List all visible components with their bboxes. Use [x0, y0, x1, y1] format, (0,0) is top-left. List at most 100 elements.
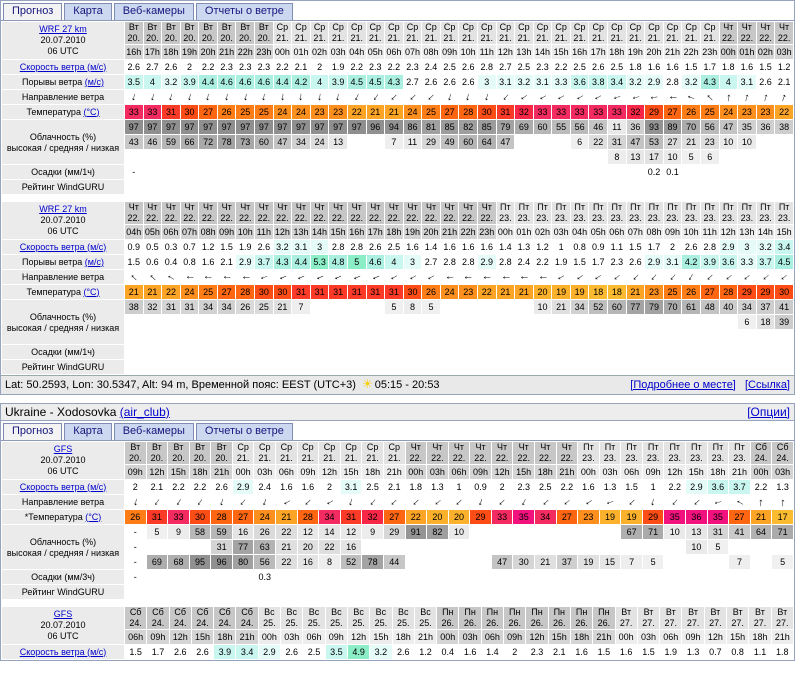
spot-club-link[interactable]: (air_club): [119, 405, 170, 419]
cloud-low-cell: [274, 330, 292, 344]
wind-arrow-icon: ↓: [164, 271, 178, 283]
hour-header-cell: 00h: [496, 225, 515, 239]
wind-speed-cell: 2.5: [387, 241, 401, 252]
tab-wind-reports[interactable]: Отчеты о ветре: [195, 3, 293, 20]
day-header-cell: Пт 23.: [686, 442, 707, 464]
cloud-low-cell: [422, 330, 440, 344]
cloud-high-cell: 61: [682, 300, 700, 314]
precipitation-cell: [600, 570, 621, 584]
wind-gusts-link[interactable]: (м/с): [84, 76, 104, 87]
day-date: 22.: [431, 453, 444, 463]
wind-speed-cell: 2.9: [258, 645, 281, 659]
model-link[interactable]: GFS: [53, 444, 73, 454]
windguru-rating-text: Рейтинг WindGURU: [21, 361, 105, 372]
hour-header-cell: 05h: [143, 225, 162, 239]
tab-webcams[interactable]: Веб-камеры: [113, 423, 194, 440]
temperature-link[interactable]: (°C): [83, 286, 100, 297]
model-link[interactable]: WRF 27 km: [39, 204, 87, 214]
wind-speed-cell: 3.5: [325, 645, 347, 659]
cloud-high-row: Облачность (%) высокая / средняя / низкая…: [2, 525, 793, 569]
cloud-high-cell: 55: [552, 120, 570, 134]
spot-details-link[interactable]: [Подробнее о месте]: [630, 378, 736, 391]
day-name: Вс: [353, 607, 364, 617]
cloud-high-cell: 69: [515, 120, 533, 134]
cloud-mid-cell: [552, 315, 570, 329]
day-name: Чт: [741, 22, 752, 32]
tab-webcams[interactable]: Веб-камеры: [113, 3, 194, 20]
cloud-low-cell: [404, 330, 422, 344]
day-date: 25.: [330, 618, 343, 628]
cloud-low-cell: [125, 150, 143, 164]
wind-speed-link[interactable]: Скорость ветра (м/с): [19, 241, 107, 252]
precipitation-cell: [720, 165, 738, 179]
temperature-link[interactable]: (°C): [83, 106, 100, 117]
wind-direction-cell: ↓: [645, 270, 663, 284]
wind-speed-cell: 1.3: [603, 481, 617, 492]
day-header-cell: Пт 23.: [775, 202, 793, 224]
tab-prognoz[interactable]: Прогноз: [3, 3, 63, 20]
wind-speed-link[interactable]: Скорость ветра (м/с): [19, 481, 107, 492]
model-cell: WRF 27 km 20.07.2010 06 UTC: [2, 22, 124, 59]
day-header-cell: Вт 27.: [771, 607, 793, 629]
wind-gust-cell: 2.9: [645, 255, 663, 269]
precipitation-cell: [497, 165, 515, 179]
wind-gust-cell: 4.5: [775, 255, 793, 269]
model-link[interactable]: GFS: [53, 609, 73, 619]
tab-karta[interactable]: Карта: [64, 3, 112, 20]
wind-speed-link[interactable]: Скорость ветра (м/с): [19, 646, 107, 657]
precipitation-cell: [645, 345, 663, 359]
wind-speed-cell: 2.6: [591, 61, 605, 72]
model-link[interactable]: WRF 27 km: [39, 24, 87, 34]
wind-direction-cell: ↓: [367, 270, 385, 284]
spot-url-link[interactable]: [Ссылка]: [744, 378, 790, 391]
day-date: 22.: [461, 213, 475, 223]
cloud-low-cell: [608, 330, 626, 344]
cloud-low-cell: [571, 150, 589, 164]
hour-header-cell: 10h: [459, 45, 477, 59]
wind-gust-cell: 4: [310, 75, 329, 89]
day-name: Сб: [755, 442, 767, 452]
wind-direction-cell: ↓: [367, 90, 385, 104]
precipitation-cell: [571, 345, 589, 359]
temperature-cell: 26: [422, 285, 440, 299]
precipitation-cell: [385, 345, 403, 359]
wind-speed-cell: 2.9: [719, 240, 738, 254]
temperature-link[interactable]: (°C): [85, 511, 102, 522]
day-name: Вт: [147, 22, 158, 32]
cloud-low-cell: 5: [772, 555, 793, 569]
wind-direction-cell: ↓: [144, 90, 162, 104]
precipitation-cell: [422, 165, 440, 179]
wind-arrow-icon: ↓: [183, 273, 197, 281]
day-date: 27.: [664, 618, 678, 628]
cloud-mid-cell: 31: [608, 135, 626, 149]
wind-speed-cell: 1.3: [431, 481, 444, 492]
cloud-high-cell: 34: [217, 300, 236, 314]
wind-direction-cell: ↓: [422, 90, 440, 104]
day-date: 22.: [369, 213, 382, 223]
wind-speed-cell: 3.2: [370, 645, 392, 659]
tab-prognoz[interactable]: Прогноз: [3, 423, 63, 440]
day-header-cell: Сб 24.: [750, 442, 772, 464]
cloud-low-cell: [348, 330, 366, 344]
day-date: 22.: [452, 453, 466, 463]
precipitation-cell: [292, 165, 310, 179]
wind-direction-cell: ↓: [236, 90, 254, 104]
tab-karta[interactable]: Карта: [64, 423, 112, 440]
wind-gusts-link[interactable]: (м/с): [84, 256, 104, 267]
wind-speed-link[interactable]: Скорость ветра (м/с): [19, 61, 107, 72]
cloud-high-cell: [535, 525, 556, 539]
temperature-cell: 20: [448, 510, 470, 524]
day-name: Вт: [643, 607, 654, 617]
day-header-cell: Чт 22.: [491, 442, 513, 464]
hour-header-cell: 07h: [180, 225, 199, 239]
day-header-cell: Пн 26.: [504, 607, 526, 629]
hour-header-cell: 19h: [626, 45, 645, 59]
temperature-cell: 19: [621, 510, 642, 524]
temperature-cell: 28: [459, 105, 477, 119]
cloud-low-cell: 7: [621, 555, 642, 569]
tab-wind-reports[interactable]: Отчеты о ветре: [195, 423, 293, 440]
cloud-low-cell: [664, 330, 682, 344]
precipitation-cell: [757, 165, 775, 179]
cloud-high-cell: 13: [686, 525, 707, 539]
options-link[interactable]: [Опции]: [747, 405, 790, 419]
